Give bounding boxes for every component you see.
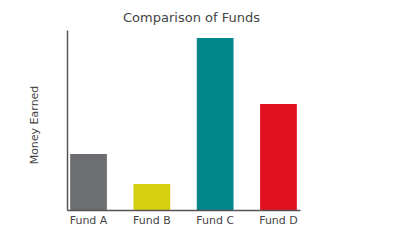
x-tick-label: Fund C <box>196 214 234 227</box>
x-axis-line <box>68 210 301 212</box>
bar <box>260 104 297 210</box>
x-tick-label: Fund A <box>70 214 108 227</box>
bar <box>133 184 170 210</box>
x-tick: Fund B <box>133 210 171 227</box>
x-tick-label: Fund D <box>259 214 298 227</box>
y-axis-line <box>67 31 69 211</box>
x-tick-label: Fund B <box>133 214 171 227</box>
x-tick: Fund D <box>259 210 298 227</box>
bar <box>70 154 107 210</box>
y-axis <box>67 31 68 211</box>
chart: Fund A Fund B Fund C Fund D Comparison of Fu… <box>0 0 403 240</box>
title: Comparison of Funds <box>123 10 260 25</box>
y-axis-title: Money Earned <box>28 86 41 165</box>
x-tick: Fund A <box>70 210 108 227</box>
x-axis: Fund A Fund B Fund C Fund D <box>68 210 301 227</box>
bar <box>197 38 234 210</box>
bars <box>70 38 297 210</box>
x-tick: Fund C <box>196 210 234 227</box>
